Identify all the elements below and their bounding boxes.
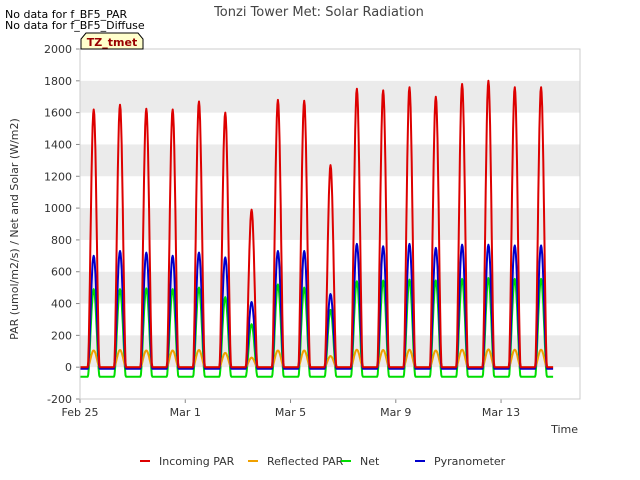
y-tick-label: 200: [51, 329, 72, 342]
series-line-net: [79, 277, 554, 378]
badge-shape: [80, 32, 144, 50]
x-tick-label: Mar 9: [380, 406, 411, 419]
tz-tmet-badge: TZ_tmet: [80, 32, 144, 50]
x-tick-label: Feb 25: [62, 406, 99, 419]
y-tick-label: 800: [51, 234, 72, 247]
y-tick-label: 1000: [44, 202, 72, 215]
chart-title: Tonzi Tower Met: Solar Radiation: [213, 5, 424, 20]
legend: Incoming PAR Reflected PAR Net Pyranometer: [140, 455, 506, 468]
badge-text: TZ_tmet: [87, 36, 137, 49]
y-axis-label: PAR (umol/m2/s) / Net and Solar (W/m2): [8, 118, 21, 340]
legend-label-net: Net: [360, 455, 380, 468]
no-data-note-diffuse: No data for f_BF5_Diffuse: [5, 19, 145, 32]
y-tick-label: -200: [47, 393, 72, 406]
x-axis-label: Time: [550, 423, 578, 436]
y-tick-label: 1600: [44, 107, 72, 120]
no-data-note-par: No data for f_BF5_PAR: [5, 8, 128, 21]
series-line-incoming-par: [79, 79, 554, 369]
y-tick-label: 400: [51, 298, 72, 311]
x-axis-ticks: Feb 25 Mar 1 Mar 5 Mar 9 Mar 13: [62, 399, 520, 419]
legend-label-incoming-par: Incoming PAR: [159, 455, 235, 468]
x-tick-label: Mar 13: [482, 406, 520, 419]
plot-frame: [79, 48, 581, 400]
background-bands: [80, 80, 580, 368]
y-axis-ticks: -200 0 200 400 600 800 1000 1200 1400 1600 1800 200…: [44, 43, 80, 406]
legend-label-pyranometer: Pyranometer: [434, 455, 506, 468]
x-tick-label: Mar 5: [275, 406, 306, 419]
grid-band: [80, 80, 580, 113]
y-tick-label: 1400: [44, 138, 72, 151]
y-tick-label: 600: [51, 266, 72, 279]
grid-band: [80, 335, 580, 368]
y-tick-label: 1200: [44, 170, 72, 183]
legend-label-reflected-par: Reflected PAR: [267, 455, 344, 468]
series-lines: [79, 79, 554, 378]
y-tick-label: 2000: [44, 43, 72, 56]
x-tick-label: Mar 1: [170, 406, 201, 419]
series-line-pyranometer: [79, 242, 554, 370]
grid-band: [80, 208, 580, 240]
y-tick-label: 0: [65, 361, 72, 374]
y-tick-label: 1800: [44, 75, 72, 88]
